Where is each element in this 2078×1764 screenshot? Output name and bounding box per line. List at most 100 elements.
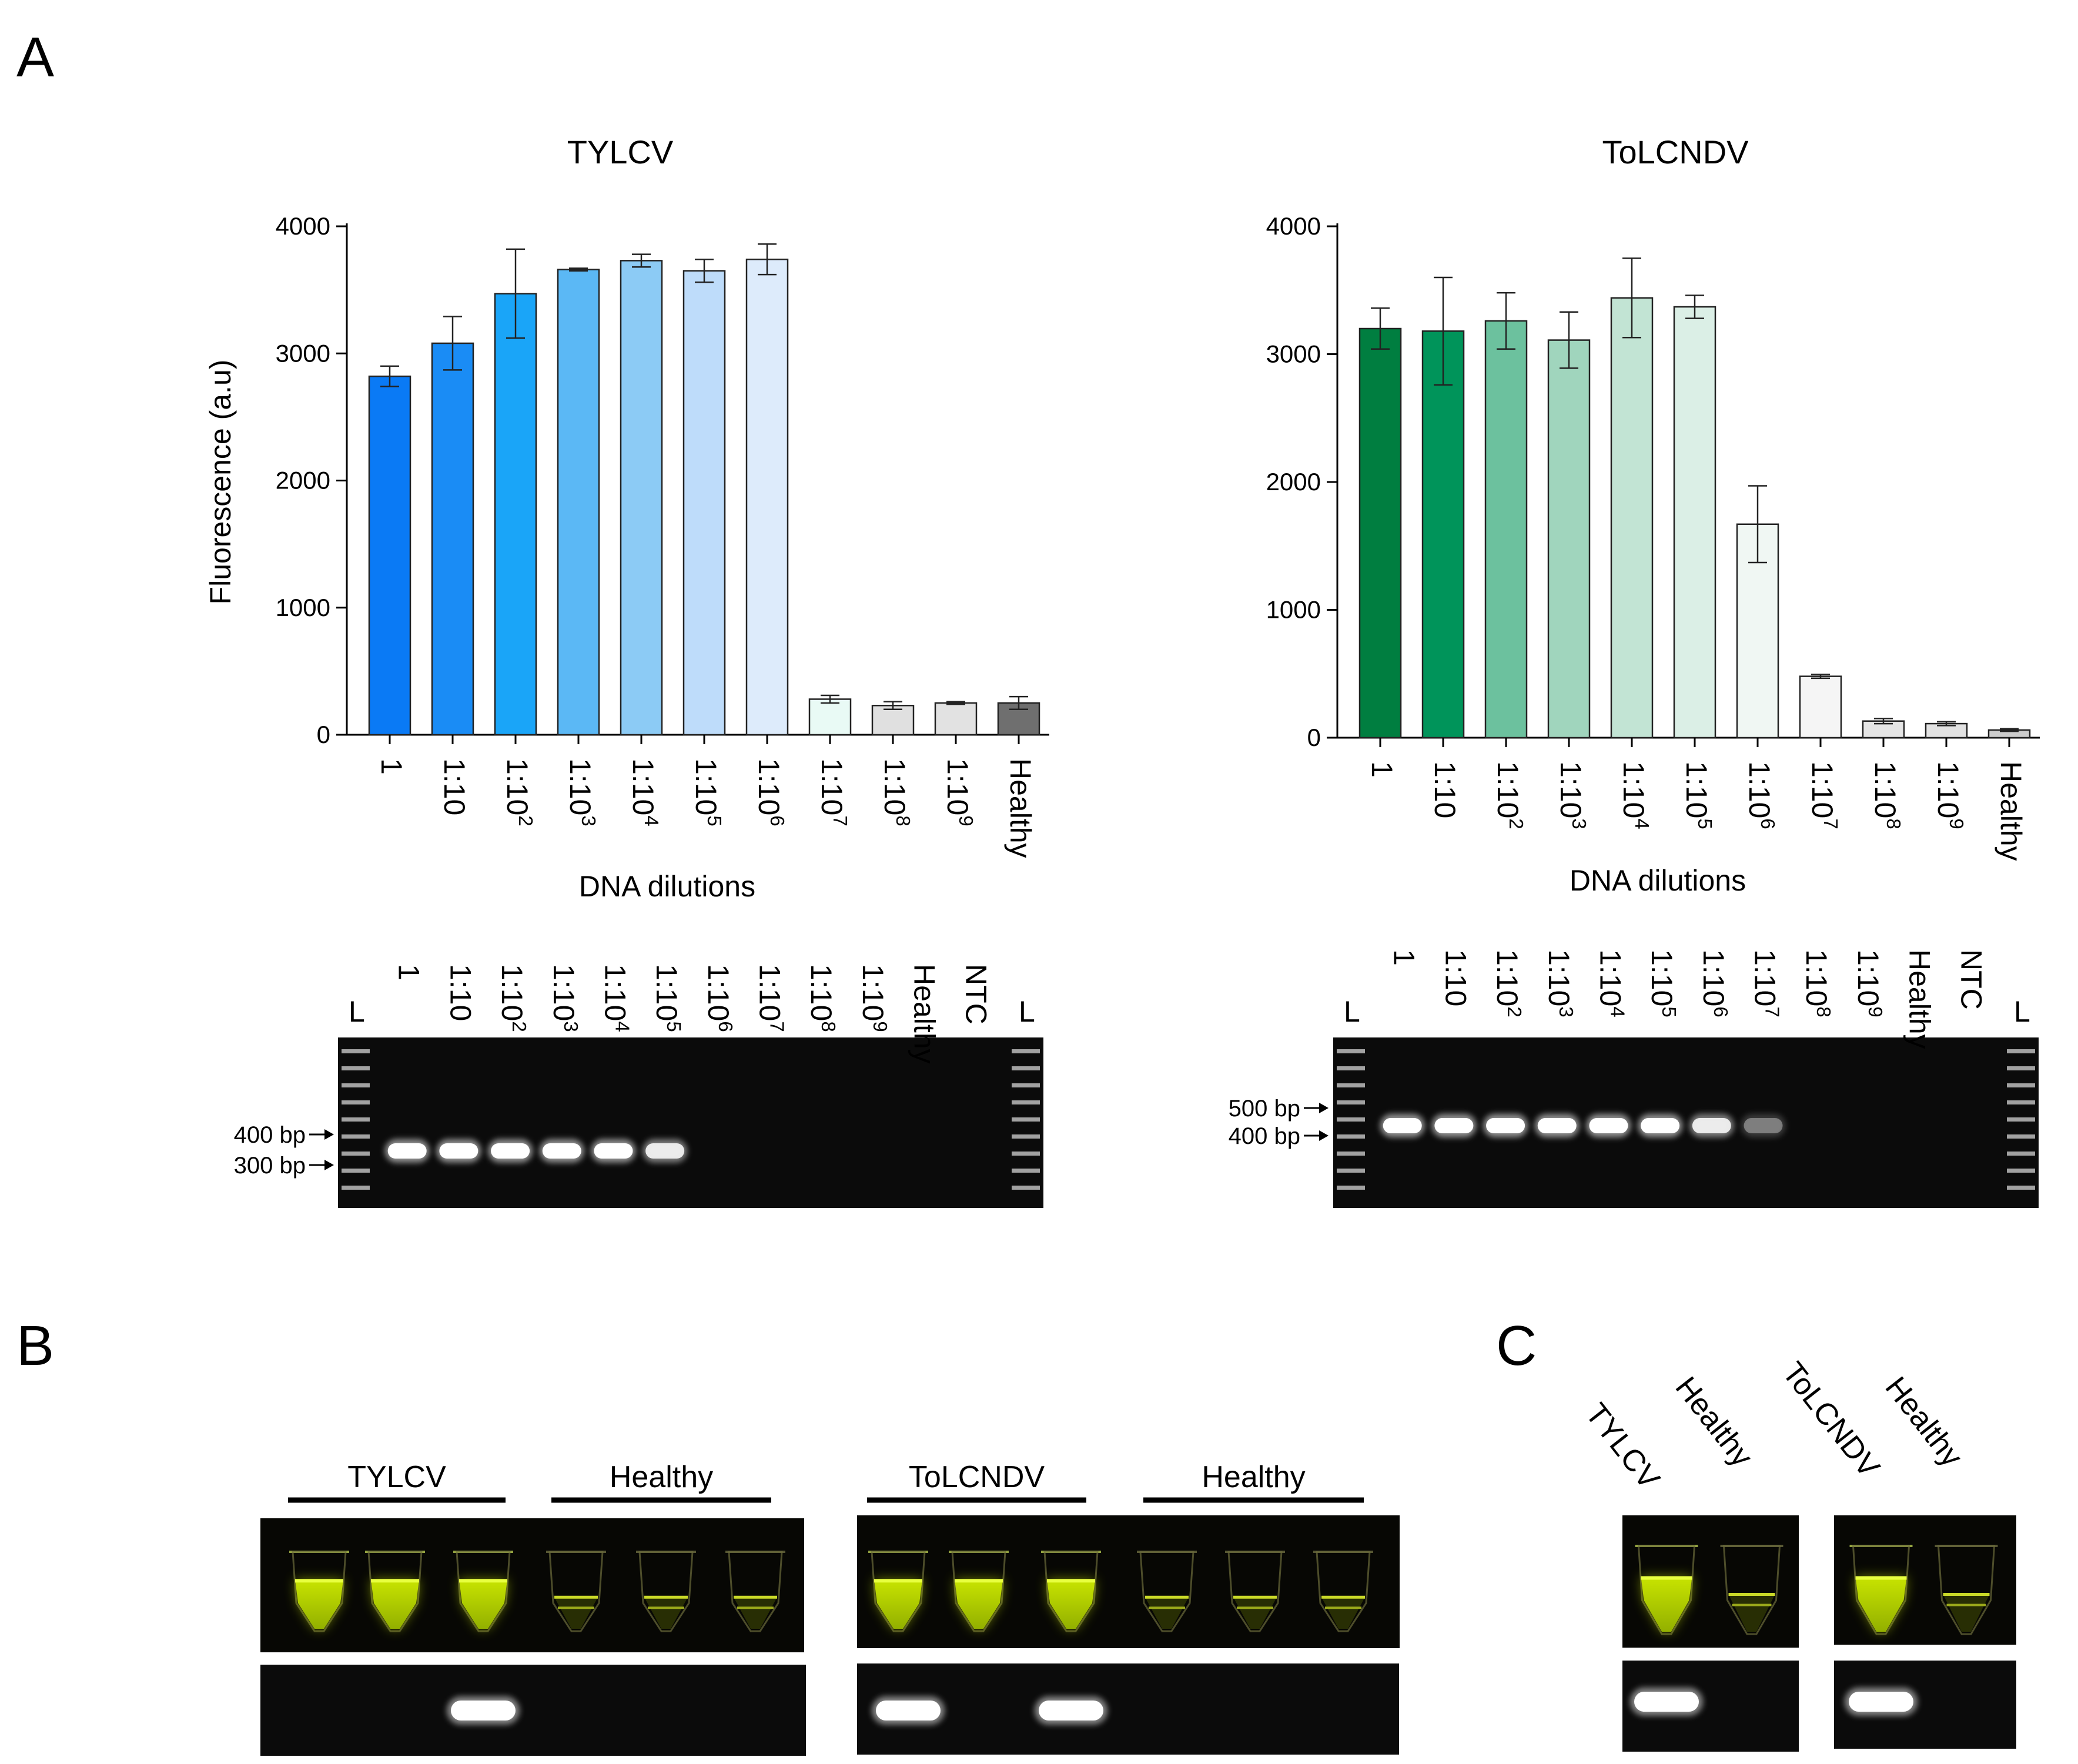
ladder-band — [342, 1186, 370, 1190]
tube-photo-left — [260, 1518, 804, 1652]
gel-band — [542, 1143, 581, 1159]
bp-marker-arrowhead — [324, 1129, 334, 1140]
x-tick-label: 1:108 — [1869, 761, 1905, 829]
tube-outline — [548, 1551, 604, 1632]
y-axis-label: Fluorescence (a.u) — [204, 360, 237, 605]
x-axis-label: DNA dilutions — [579, 870, 755, 903]
tube-outline — [871, 1551, 926, 1632]
bp-marker-arrowhead — [324, 1160, 334, 1170]
lane-label: 1:106 — [1697, 949, 1732, 1017]
ladder-band — [342, 1100, 370, 1104]
ladder-band — [2007, 1169, 2035, 1173]
bar — [1484, 320, 1528, 739]
lane-label-exp: 4 — [611, 1021, 633, 1032]
y-tick-label: 2000 — [1266, 468, 1321, 496]
ladder-band — [342, 1049, 370, 1053]
x-tick-label: 1:103 — [564, 758, 600, 826]
tube-liquid — [371, 1579, 419, 1629]
x-tick-label-base: 1:10 — [815, 758, 848, 815]
x-tick-label-exp: 3 — [1568, 818, 1590, 829]
bar — [1799, 675, 1842, 739]
lane-label-exp: 2 — [508, 1021, 530, 1032]
lane-label: 1 — [1388, 949, 1421, 966]
x-tick-label-base: 1:10 — [1680, 761, 1713, 818]
tube-liquid — [554, 1597, 598, 1629]
x-tick-label-base: 1:10 — [564, 758, 597, 815]
lane-label-base: 1:10 — [1594, 949, 1627, 1006]
gel-band — [387, 1143, 427, 1159]
lane-label-exp: 6 — [1710, 1006, 1732, 1017]
x-tick-label-base: 1:10 — [752, 758, 785, 815]
group-label: Healthy — [1202, 1460, 1305, 1494]
tube-outline — [728, 1551, 783, 1632]
lane-label-base: 1:10 — [805, 964, 838, 1021]
bp-marker-arrowhead — [1319, 1130, 1329, 1141]
tube-outline — [1043, 1551, 1099, 1632]
ladder-band — [1012, 1134, 1040, 1139]
ladder-band — [342, 1117, 370, 1122]
x-tick-label-exp: 6 — [767, 815, 788, 826]
gel-strip-left — [260, 1665, 806, 1756]
lane-label: 1 — [393, 964, 426, 980]
y-tick-label: 0 — [317, 721, 330, 748]
sample-label: Healthy — [1669, 1371, 1759, 1474]
tube-outline — [1227, 1551, 1283, 1632]
lane-label: 1:10 — [444, 964, 477, 1021]
bar — [1673, 306, 1716, 739]
x-tick-label: 1:107 — [815, 758, 851, 826]
ladder-band — [2007, 1117, 2035, 1122]
ladder-band — [2007, 1066, 2035, 1070]
ladder-band — [1337, 1083, 1365, 1087]
x-tick-label: 1:109 — [1932, 761, 1967, 829]
tube-liquid — [1233, 1597, 1277, 1629]
x-tick-label-exp: 8 — [1883, 818, 1905, 829]
y-tick-label: 0 — [1307, 724, 1321, 751]
lane-label: 1:106 — [702, 964, 737, 1032]
ladder-band — [1012, 1169, 1040, 1173]
x-tick-label: Healthy — [1004, 758, 1037, 858]
x-tick-label-base: 1:10 — [1617, 761, 1650, 818]
lane-label: 1:103 — [547, 964, 582, 1032]
x-tick-label-base: 1:10 — [1932, 761, 1965, 818]
chart-title: ToLCNDV — [1602, 133, 1749, 170]
group-label: Healthy — [610, 1460, 713, 1494]
ladder-band — [1337, 1186, 1365, 1190]
lane-label-base: 1:10 — [1800, 949, 1833, 1006]
lane-label-exp: 3 — [1555, 1006, 1577, 1017]
x-axis-label: DNA dilutions — [1570, 864, 1746, 897]
gel-tylcv: L1 1:10 1:1021:1031:1041:1051:1061:1071:10… — [234, 964, 1043, 1208]
bar — [1421, 330, 1465, 739]
gel-band — [451, 1701, 516, 1721]
lane-label-base: 1:10 — [1645, 949, 1678, 1006]
x-tick-label-exp: 4 — [1631, 818, 1653, 829]
x-tick-label: 1:106 — [752, 758, 788, 826]
lane-label: Healthy — [1903, 949, 1936, 1049]
lane-label: 1:104 — [1594, 949, 1628, 1017]
bar — [431, 342, 474, 736]
tube-liquid — [1855, 1576, 1907, 1632]
gel-band — [645, 1143, 685, 1159]
lane-label-base: 1:10 — [598, 964, 631, 1021]
lane-label-exp: 8 — [818, 1021, 839, 1032]
gel-band — [1434, 1118, 1474, 1133]
y-tick-label: 3000 — [1266, 340, 1321, 368]
lane-label: L — [1344, 995, 1360, 1028]
lane-label: 1:107 — [1749, 949, 1783, 1017]
lane-label-exp: 7 — [1762, 1006, 1783, 1017]
ladder-band — [342, 1134, 370, 1139]
ladder-band — [1012, 1186, 1040, 1190]
bar — [368, 375, 411, 736]
lane-label: 1:10 — [1439, 949, 1472, 1006]
x-tick-label-base: 1:10 — [1554, 761, 1587, 818]
x-tick-label: 1:10 — [1428, 761, 1461, 818]
tube-liquid — [874, 1579, 922, 1629]
gel-band — [1634, 1692, 1699, 1712]
lane-label: NTC — [959, 964, 992, 1025]
lane-label: L — [1019, 995, 1035, 1028]
lane-label-exp: 7 — [767, 1021, 788, 1032]
ladder-band — [1012, 1066, 1040, 1070]
bar — [808, 698, 852, 736]
tube-outline — [367, 1551, 423, 1632]
ladder-band — [2007, 1134, 2035, 1139]
gel-band — [1692, 1118, 1731, 1133]
